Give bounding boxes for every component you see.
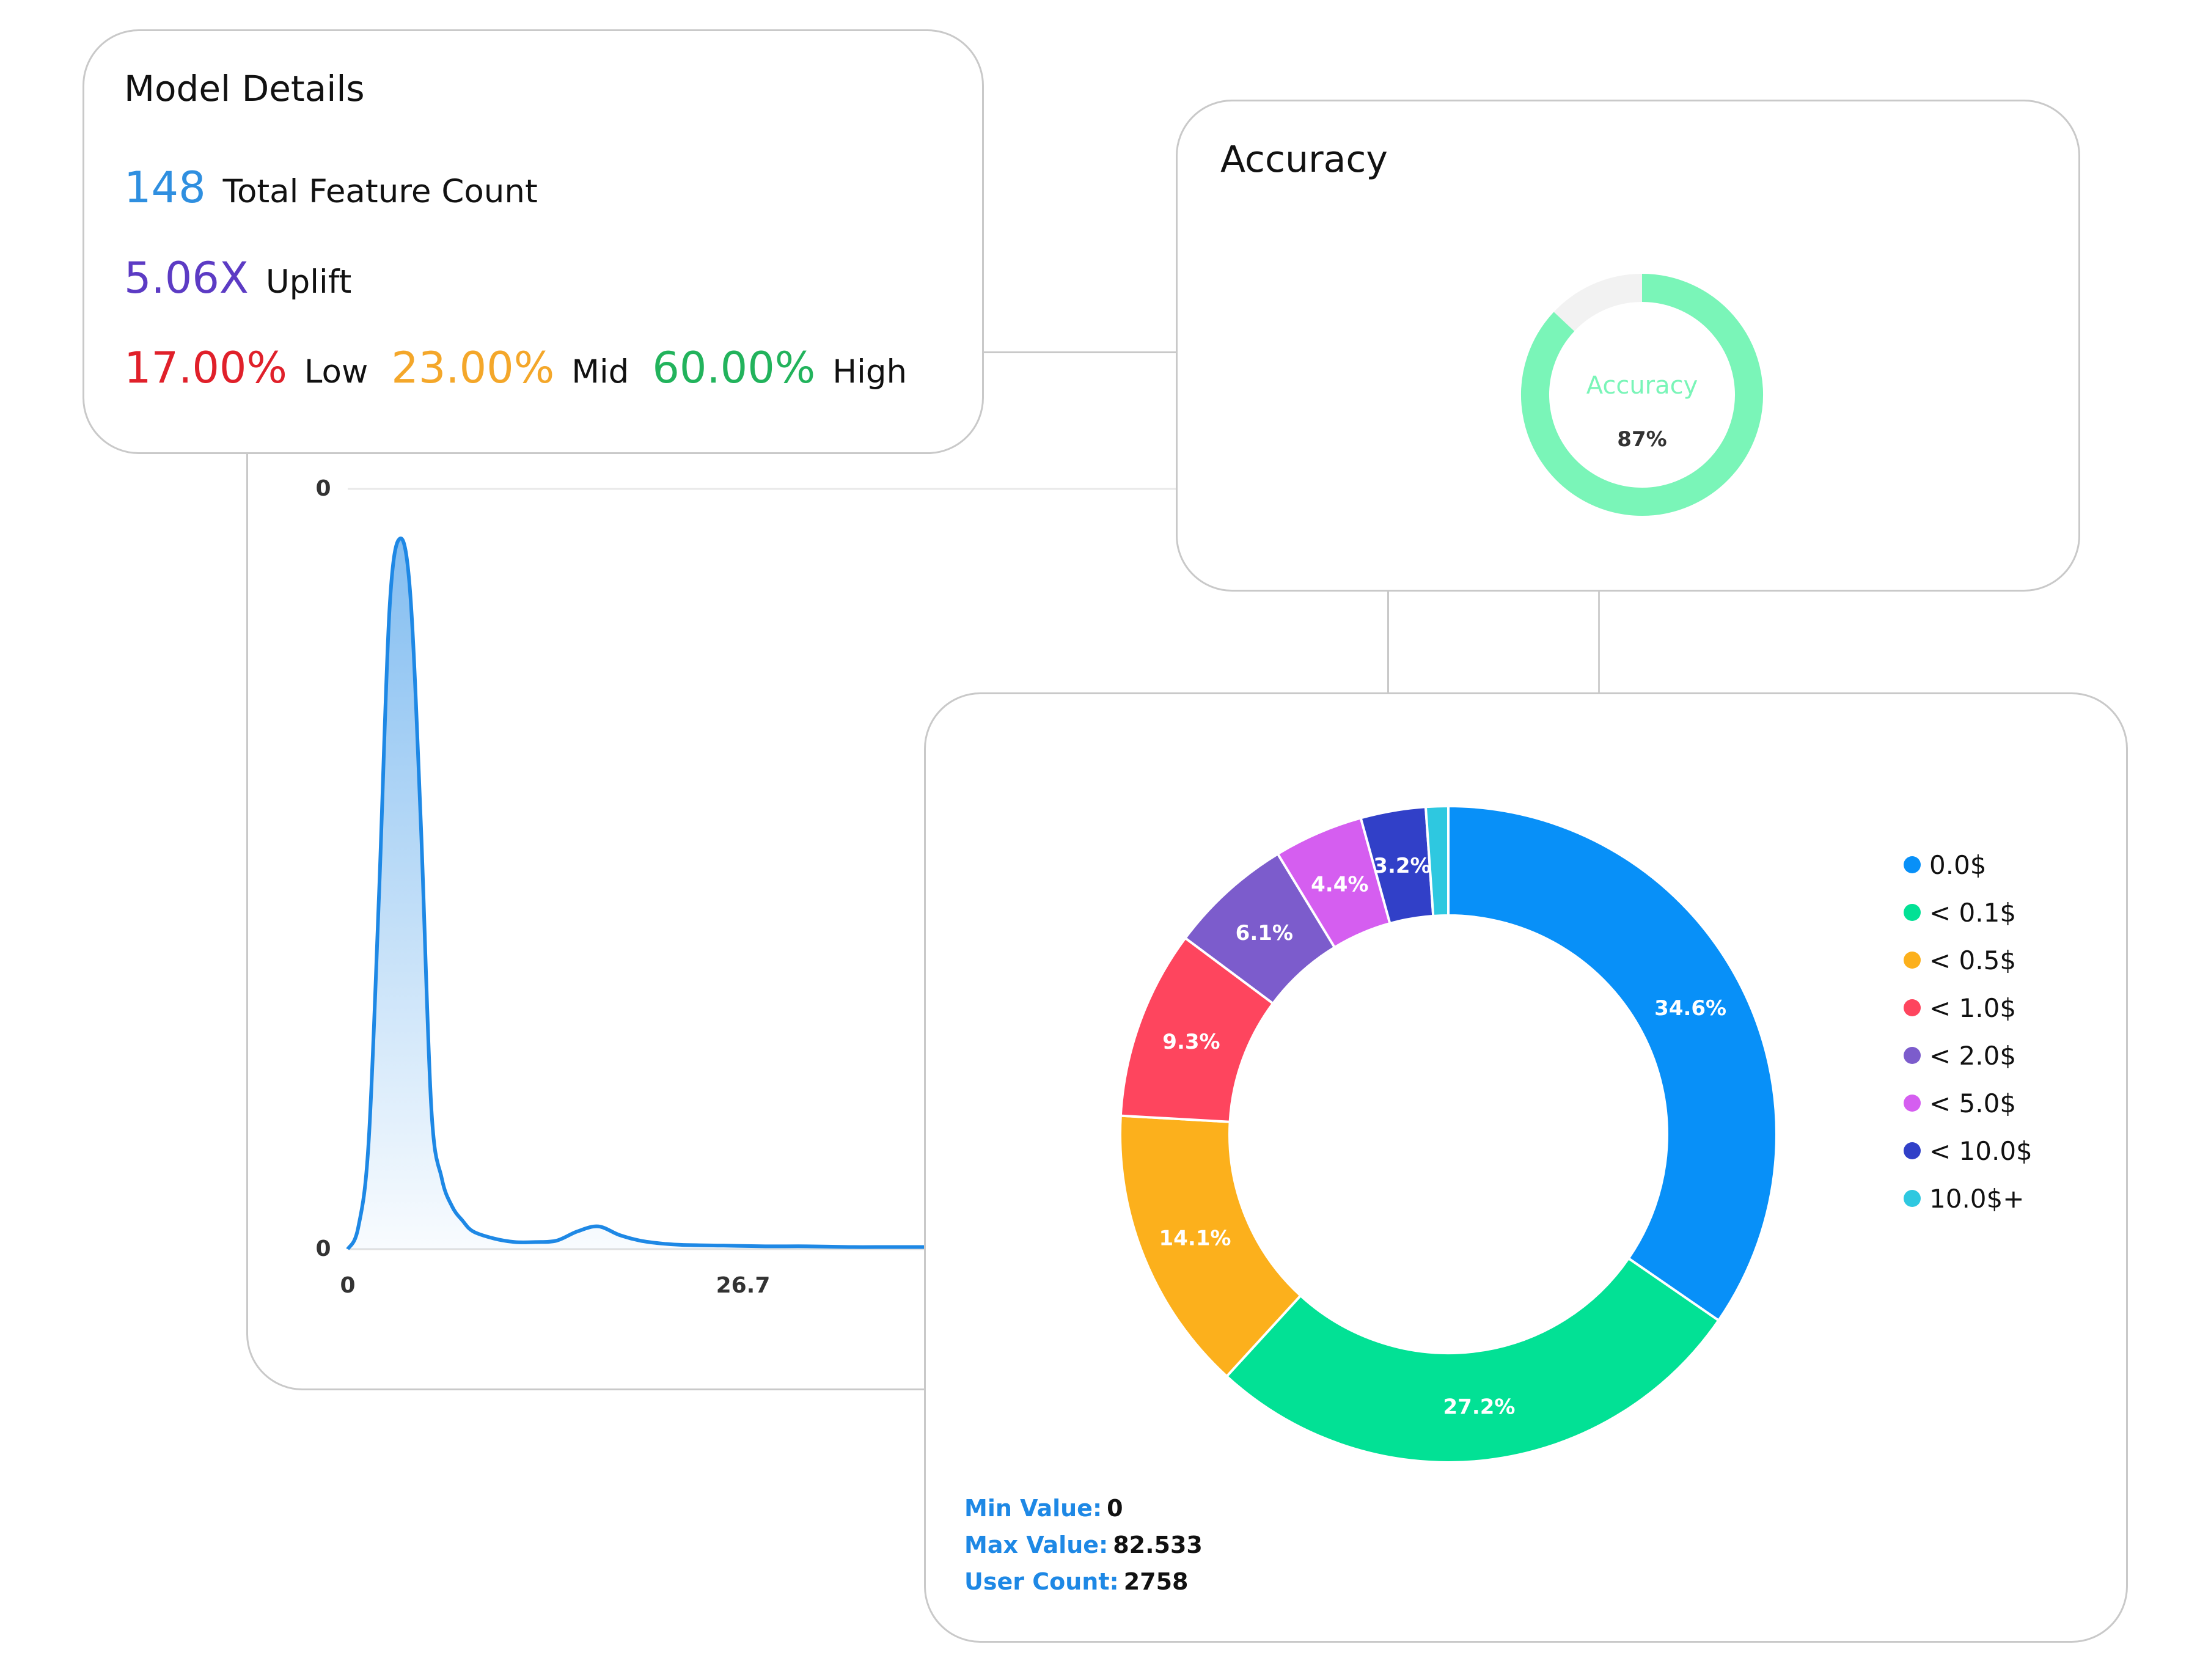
legend-dot [1904, 856, 1921, 873]
stats-block: Min Value: 0 Max Value: 82.533 User Count:… [964, 1495, 1203, 1605]
y-tick-label: 0 [315, 476, 331, 501]
user-count: 2758 [1123, 1568, 1189, 1595]
accuracy-gauge-label: Accuracy [1586, 372, 1698, 400]
legend-item[interactable]: < 0.5$ [1904, 936, 2033, 984]
donut-slice [1225, 1256, 1721, 1464]
feature-count-row: 148 Total Feature Count [124, 163, 561, 213]
user-count-label: User Count: [964, 1568, 1119, 1595]
low-label: Low [304, 353, 369, 391]
high-value: 60.00% [652, 343, 816, 393]
donut-slice [1447, 804, 1778, 1322]
legend-label: < 5.0$ [1929, 1088, 2017, 1118]
accuracy-value: 87% [1617, 427, 1667, 452]
legend-item[interactable]: < 2.0$ [1904, 1032, 2033, 1079]
feature-count-value: 148 [124, 163, 206, 213]
uplift-value: 5.06X [124, 253, 249, 303]
legend-item[interactable]: 0.0$ [1904, 841, 2033, 889]
legend-label: 10.0$+ [1929, 1183, 2025, 1214]
user-count-row: User Count: 2758 [964, 1568, 1203, 1605]
legend-dot [1904, 1095, 1921, 1112]
legend-label: < 2.0$ [1929, 1040, 2017, 1071]
donut-slice-label: 9.3% [1162, 1030, 1220, 1054]
donut-slice-label: 14.1% [1159, 1227, 1231, 1251]
segment-row: 17.00% Low 23.00% Mid 60.00% High [124, 343, 930, 393]
max-value: 82.533 [1113, 1531, 1203, 1558]
legend-label: < 1.0$ [1929, 992, 2017, 1023]
donut-slice-label: 6.1% [1236, 921, 1293, 945]
distribution-donut-card: 34.6% 27.2% 14.1% 9.3% 6.1% 4.4% 3.2% 0.0$ < 0.… [924, 692, 2128, 1643]
max-value-row: Max Value: 82.533 [964, 1531, 1203, 1568]
donut-slice-label: 3.2% [1373, 854, 1431, 878]
donut-slice-label: 27.2% [1443, 1395, 1516, 1420]
legend-label: < 0.5$ [1929, 945, 2017, 975]
uplift-row: 5.06X Uplift [124, 253, 375, 303]
max-value-label: Max Value: [964, 1531, 1109, 1558]
legend-dot [1904, 1190, 1921, 1207]
legend-dot [1904, 999, 1921, 1016]
distribution-donut-chart: 34.6% 27.2% 14.1% 9.3% 6.1% 4.4%3.2% [1119, 804, 1778, 1464]
legend-label: 0.0$ [1929, 849, 1987, 880]
model-details-title: Model Details [124, 68, 365, 109]
y-tick-label: 0 [315, 1236, 331, 1261]
legend-item[interactable]: < 0.1$ [1904, 889, 2033, 936]
donut-slice [1424, 804, 1450, 917]
x-tick-label: 26.7 [716, 1273, 771, 1298]
legend-item[interactable]: < 5.0$ [1904, 1079, 2033, 1127]
accuracy-title: Accuracy [1220, 138, 1388, 181]
accuracy-arc [1521, 274, 1763, 516]
feature-count-label: Total Feature Count [222, 173, 538, 210]
density-line [346, 536, 1183, 1250]
legend-dot [1904, 904, 1921, 921]
min-value-label: Min Value: [964, 1495, 1102, 1522]
model-details-card: Model Details 148 Total Feature Count 5.… [82, 29, 984, 454]
accuracy-gauge: Accuracy 87% [1521, 274, 1763, 516]
legend-dot [1904, 1142, 1921, 1159]
x-tick-label: 0 [340, 1273, 355, 1298]
legend-dot [1904, 952, 1921, 969]
legend-dot [1904, 1047, 1921, 1064]
donut-legend: 0.0$ < 0.1$ < 0.5$ < 1.0$ < 2.0$ < 5.0$ < 10.0… [1904, 841, 2033, 1222]
accuracy-card: Accuracy Accuracy 87% [1176, 100, 2080, 592]
legend-item[interactable]: 10.0$+ [1904, 1175, 2033, 1222]
legend-label: < 10.0$ [1929, 1135, 2033, 1166]
low-value: 17.00% [124, 343, 287, 393]
mid-label: Mid [571, 353, 629, 391]
min-value-row: Min Value: 0 [964, 1495, 1203, 1531]
mid-value: 23.00% [391, 343, 555, 393]
min-value: 0 [1107, 1495, 1123, 1522]
legend-label: < 0.1$ [1929, 897, 2017, 928]
legend-item[interactable]: < 10.0$ [1904, 1127, 2033, 1175]
uplift-label: Uplift [265, 263, 352, 301]
density-chart: 0 0 0 26.7 [315, 476, 1183, 1298]
legend-item[interactable]: < 1.0$ [1904, 984, 2033, 1032]
donut-slice-label: 4.4% [1311, 872, 1368, 897]
high-label: High [832, 353, 908, 391]
donut-slice-label: 34.6% [1654, 996, 1726, 1021]
density-area [348, 538, 1183, 1249]
connector-line [1598, 587, 1600, 697]
